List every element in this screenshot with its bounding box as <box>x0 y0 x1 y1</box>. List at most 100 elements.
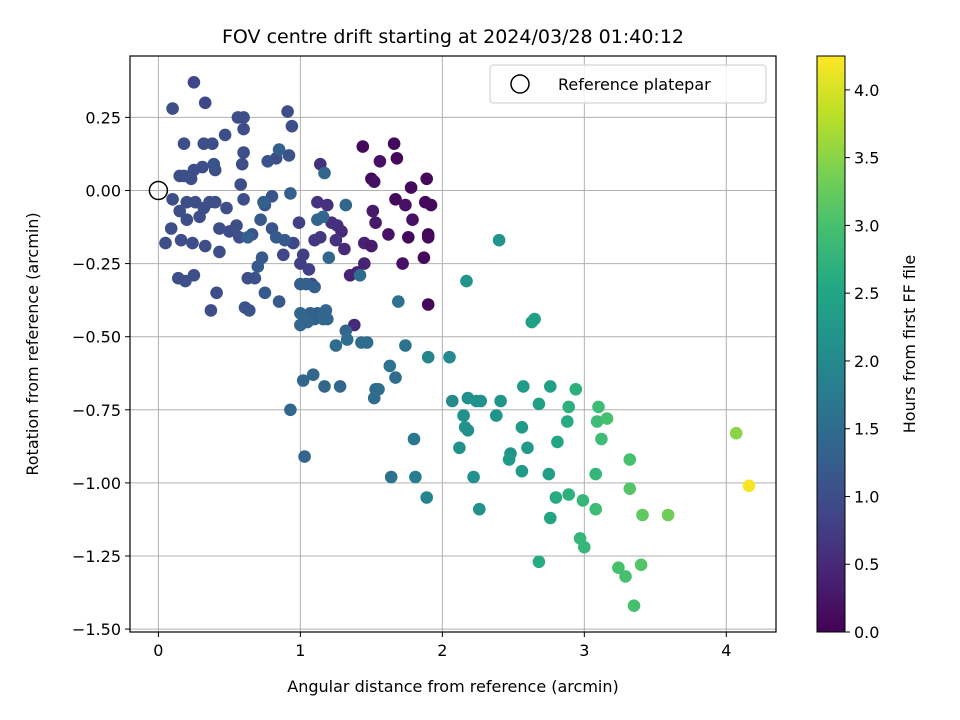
data-point <box>390 152 404 165</box>
y-tick-label: 0.00 <box>85 181 121 200</box>
data-point <box>592 400 605 414</box>
data-point <box>399 339 412 352</box>
data-point <box>278 233 292 247</box>
data-point <box>292 216 306 229</box>
data-point <box>329 339 343 352</box>
data-point <box>298 450 311 463</box>
data-point <box>389 371 402 384</box>
chart-title: FOV centre drift starting at 2024/03/28 … <box>222 26 684 48</box>
data-point <box>358 257 371 270</box>
data-point <box>311 195 324 209</box>
data-point <box>321 198 334 212</box>
x-tick-label: 2 <box>437 641 447 660</box>
legend-label: Reference platepar <box>558 75 711 94</box>
data-point <box>369 216 382 229</box>
data-point <box>294 307 307 320</box>
data-point <box>576 494 590 507</box>
data-point <box>551 435 564 449</box>
data-point <box>420 491 434 504</box>
y-axis-ticks: 0.25 0.00 −0.25 −0.50 −0.75 −1.00 −1.25 −1.50 <box>72 108 130 639</box>
data-point <box>627 599 641 612</box>
data-point <box>612 561 625 574</box>
data-point <box>421 350 435 364</box>
data-point <box>623 453 637 466</box>
y-tick-label: 0.25 <box>85 108 121 127</box>
data-point <box>502 453 516 466</box>
data-point <box>409 470 422 484</box>
data-point <box>467 470 480 484</box>
data-point <box>661 508 675 522</box>
data-point <box>223 225 236 238</box>
data-point <box>578 540 591 554</box>
data-point <box>173 169 186 183</box>
data-point <box>218 128 232 142</box>
data-point <box>318 380 331 393</box>
x-tick-label: 3 <box>579 641 589 660</box>
data-point <box>742 479 756 493</box>
data-point <box>417 251 431 264</box>
data-point <box>284 403 297 417</box>
y-tick-label: −1.50 <box>72 620 121 639</box>
data-point <box>589 502 602 516</box>
colorbar-tick-label: 4.0 <box>854 81 879 100</box>
data-point <box>321 312 334 326</box>
data-point <box>257 195 270 209</box>
data-point <box>473 502 486 516</box>
data-point <box>420 172 434 186</box>
colorbar-tick-label: 1.0 <box>854 487 879 506</box>
colorbar-tick-label: 3.5 <box>854 149 879 168</box>
colorbar-tick-label: 0.5 <box>854 555 879 574</box>
data-point <box>404 181 418 194</box>
data-point <box>402 231 415 244</box>
data-point <box>243 304 256 317</box>
colorbar-tick-label: 2.5 <box>854 284 879 303</box>
y-tick-label: −1.00 <box>72 474 121 493</box>
data-point <box>494 394 507 408</box>
data-point <box>164 222 178 235</box>
data-point <box>729 426 743 440</box>
colorbar-tick-label: 1.5 <box>854 420 879 439</box>
data-point <box>159 236 172 250</box>
data-point <box>302 263 316 276</box>
data-point <box>443 350 456 364</box>
data-point <box>204 304 218 317</box>
data-point <box>389 193 402 206</box>
data-point <box>392 295 405 308</box>
data-point <box>308 280 321 294</box>
data-point <box>281 105 294 118</box>
data-point <box>329 233 343 247</box>
colorbar-tick-label: 3.0 <box>854 216 879 235</box>
data-point <box>285 119 299 133</box>
plot-area: 0 1 2 3 4 0.25 0.00 −0.25 −0.50 −0.75 −1.00 −1.25 −… <box>72 55 777 660</box>
data-point <box>213 245 226 259</box>
data-point <box>549 491 563 504</box>
data-point <box>461 424 475 437</box>
x-axis-label: Angular distance from reference (arcmin) <box>287 677 618 696</box>
data-point <box>241 271 255 285</box>
y-tick-label: −1.25 <box>72 547 121 566</box>
data-point <box>460 274 473 288</box>
data-point <box>186 236 199 250</box>
data-point <box>396 257 409 270</box>
data-point <box>284 187 297 200</box>
data-point <box>421 298 435 311</box>
data-point <box>532 397 546 411</box>
data-point <box>166 193 179 206</box>
data-point <box>421 231 435 244</box>
data-point <box>339 198 353 212</box>
data-point <box>213 222 226 235</box>
data-point <box>636 508 649 522</box>
data-point <box>366 204 380 218</box>
data-point <box>261 155 275 168</box>
y-tick-label: −0.50 <box>72 328 121 347</box>
data-point <box>237 193 250 206</box>
data-point <box>367 175 381 188</box>
axes-frame <box>129 55 777 633</box>
data-point <box>255 251 269 264</box>
data-point <box>282 149 296 162</box>
data-point <box>179 274 192 288</box>
data-point <box>542 467 556 481</box>
data-point <box>207 157 221 171</box>
data-point <box>338 242 351 256</box>
data-point <box>634 558 648 572</box>
